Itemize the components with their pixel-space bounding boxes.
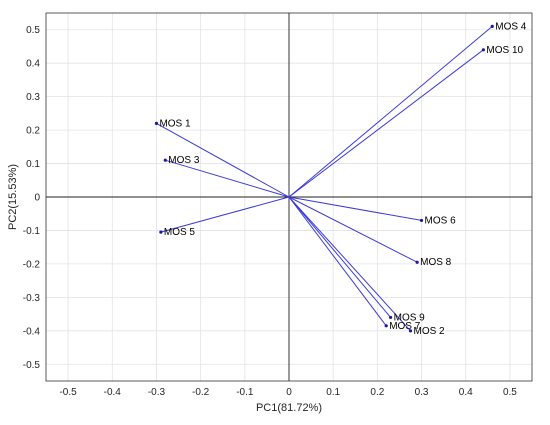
plot-frame xyxy=(45,12,533,382)
vector-mos-10 xyxy=(288,49,484,198)
x-tick-label: -0.2 xyxy=(192,387,210,398)
y-tick-label: 0.4 xyxy=(26,59,40,70)
y-tick-label: 0.5 xyxy=(26,25,40,36)
vector-mos-8 xyxy=(288,196,418,263)
y-axis-title: PC2(15.53%) xyxy=(7,164,19,230)
y-tick-label: 0.2 xyxy=(26,126,40,137)
label-mos-9: MOS 9 xyxy=(394,312,426,323)
y-tick-labels: -0.5 -0.4 -0.3 -0.2 -0.1 0 0.1 0.2 0.3 0.4 0.5 xyxy=(23,25,41,371)
y-tick-label: -0.1 xyxy=(23,226,41,237)
x-tick-label: 0.3 xyxy=(415,387,429,398)
vector-mos-2 xyxy=(288,196,411,332)
vector-mos-3 xyxy=(165,159,290,198)
x-tick-label: 0.1 xyxy=(326,387,340,398)
vector-mos-4 xyxy=(288,25,493,198)
x-tick-labels: -0.5 -0.4 -0.3 -0.2 -0.1 0 0.1 0.2 0.3 0.4 0.5 xyxy=(59,387,517,398)
label-mos-8: MOS 8 xyxy=(420,257,452,268)
point-mos-10 xyxy=(481,48,485,52)
y-tick-label: -0.4 xyxy=(23,326,41,337)
label-mos-10: MOS 10 xyxy=(486,45,523,56)
vector-mos-9 xyxy=(288,196,392,318)
label-mos-6: MOS 6 xyxy=(425,215,457,226)
y-tick-label: -0.2 xyxy=(23,259,41,270)
vector-mos-7 xyxy=(288,196,387,327)
x-axis-title: PC1(81.72%) xyxy=(256,402,322,414)
label-mos-7: MOS 7 xyxy=(389,321,421,332)
label-mos-3: MOS 3 xyxy=(168,155,200,166)
y-tick-label: 0 xyxy=(34,193,40,204)
label-mos-5: MOS 5 xyxy=(164,227,196,238)
vector-layer xyxy=(154,24,494,333)
point-mos-4 xyxy=(490,24,494,28)
point-mos-6 xyxy=(419,218,424,223)
point-mos-5 xyxy=(159,230,163,234)
vector-mos-6 xyxy=(288,196,422,221)
vector-mos-5 xyxy=(160,196,290,233)
x-tick-label: -0.4 xyxy=(104,387,122,398)
x-tick-label: 0 xyxy=(286,387,292,398)
point-mos-8 xyxy=(415,260,419,264)
y-tick-label: 0.3 xyxy=(26,92,40,103)
x-tick-label: 0.4 xyxy=(459,387,473,398)
point-mos-9 xyxy=(389,315,393,320)
label-mos-2: MOS 2 xyxy=(414,326,446,337)
y-tick-label: -0.3 xyxy=(23,293,41,304)
y-tick-label: 0.1 xyxy=(26,159,40,170)
label-mos-1: MOS 1 xyxy=(159,118,191,129)
point-mos-3 xyxy=(163,158,167,162)
x-tick-label: -0.3 xyxy=(148,387,166,398)
label-mos-4: MOS 4 xyxy=(495,21,527,32)
point-mos-1 xyxy=(154,121,159,125)
x-tick-label: -0.5 xyxy=(59,387,77,398)
x-tick-label: 0.5 xyxy=(503,387,517,398)
point-mos-7 xyxy=(384,324,388,328)
y-tick-label: -0.5 xyxy=(23,360,41,371)
vector-mos-1 xyxy=(156,122,290,198)
x-tick-label: -0.1 xyxy=(236,387,254,398)
x-tick-label: 0.2 xyxy=(370,387,384,398)
point-mos-2 xyxy=(408,329,413,333)
point-label-layer: MOS 1 MOS 3 MOS 5 MOS 4 MOS 10 MOS 6 MOS 8 MOS … xyxy=(159,21,526,336)
